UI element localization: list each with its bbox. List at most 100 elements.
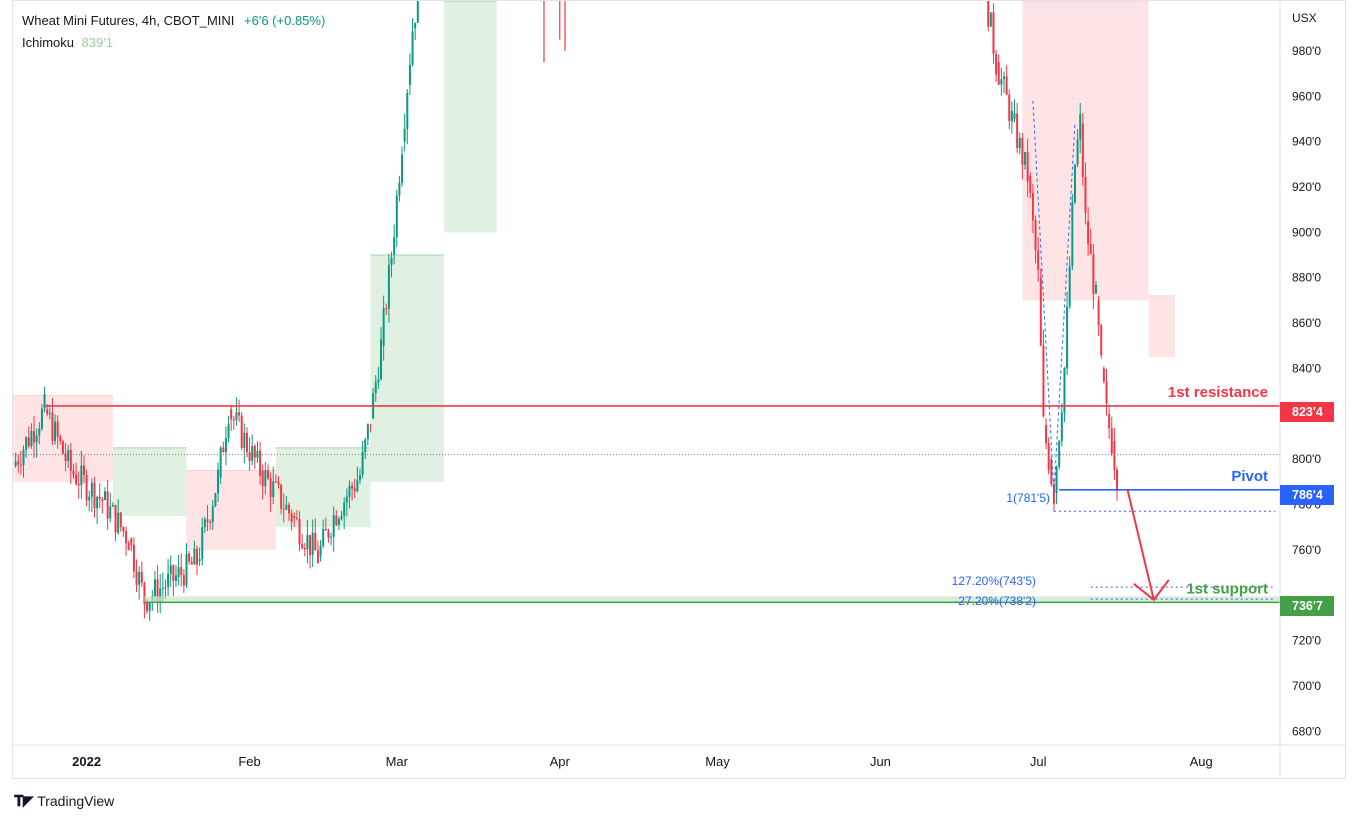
- time-axis-tick-label: Aug: [1190, 754, 1213, 769]
- candle-body: [387, 264, 390, 310]
- candle-body: [353, 488, 356, 492]
- candle-body: [90, 482, 93, 497]
- candle-body: [987, 1, 990, 27]
- candle-body: [1021, 137, 1024, 165]
- candle-body: [327, 530, 330, 538]
- candle-body: [264, 470, 267, 487]
- candle-body: [35, 435, 38, 443]
- candle-body: [146, 599, 149, 612]
- candle-body: [314, 532, 317, 551]
- candle-body: [167, 573, 170, 588]
- candle-body: [345, 496, 348, 503]
- indicator-name: Ichimoku: [22, 35, 75, 50]
- candle-body: [30, 431, 33, 447]
- candle-body: [114, 504, 117, 533]
- support-label: 1st support: [1186, 580, 1268, 597]
- candle-body: [311, 532, 314, 556]
- candle-body: [148, 602, 151, 612]
- candle-body: [219, 447, 222, 478]
- candle-body: [240, 415, 243, 448]
- candle-body: [1052, 484, 1055, 504]
- candle-body: [1092, 254, 1095, 294]
- candle-body: [132, 544, 135, 572]
- candle-body: [337, 519, 340, 525]
- candle-body: [335, 515, 338, 525]
- candle-body: [364, 439, 367, 453]
- plot-area: [13, 1, 1280, 621]
- candle-body: [185, 553, 188, 586]
- candle-body: [75, 474, 78, 484]
- candle-body: [77, 483, 80, 486]
- candle-body: [1087, 221, 1090, 245]
- resistance-price-tag: 823'4: [1280, 402, 1334, 422]
- candle-body: [1050, 459, 1053, 485]
- candle-body: [69, 449, 72, 471]
- candle-body: [238, 412, 241, 416]
- candle-body: [22, 449, 25, 466]
- fib-swing-line: [1053, 123, 1076, 494]
- candle-body: [1024, 151, 1027, 165]
- candle-body: [164, 587, 167, 589]
- candle-body: [109, 506, 112, 519]
- candle-body: [303, 547, 306, 550]
- support-zone: [144, 596, 1280, 603]
- candle-body: [177, 567, 180, 578]
- candle-body: [1047, 443, 1050, 471]
- candle-body: [385, 308, 388, 310]
- support-price-tag: 736'7: [1280, 596, 1334, 616]
- candle-body: [1055, 467, 1058, 494]
- candle-body: [261, 470, 264, 487]
- candle-body: [1029, 175, 1032, 193]
- candle-body: [293, 515, 296, 518]
- pivot-price-tag: 786'4: [1280, 485, 1334, 505]
- candle-body: [217, 469, 220, 494]
- indicator-legend[interactable]: Ichimoku 839'1: [22, 35, 113, 50]
- candle-body: [1000, 79, 1003, 85]
- candle-body: [143, 582, 146, 605]
- candle-body: [61, 441, 64, 454]
- ichimoku-cloud-segment: [112, 447, 187, 516]
- candle-body: [153, 579, 156, 597]
- candle-body: [1037, 250, 1040, 270]
- price-axis-tick-label: 720'0: [1292, 634, 1321, 648]
- candle-body: [232, 419, 235, 421]
- candle-body: [188, 553, 191, 562]
- candle-body: [125, 531, 128, 544]
- candle-body: [282, 508, 285, 510]
- candle-body: [214, 493, 217, 507]
- price-axis-tick-label: 840'0: [1292, 361, 1321, 375]
- candle-body: [992, 12, 995, 54]
- candle-body: [161, 587, 164, 589]
- candle-body: [1042, 345, 1045, 417]
- candle-body: [1073, 164, 1076, 203]
- candle-body: [248, 452, 251, 461]
- price-axis-tick-label: 800'0: [1292, 452, 1321, 466]
- candle-body: [1076, 139, 1079, 165]
- candle-body: [230, 409, 233, 420]
- candle-body: [285, 504, 288, 510]
- tradingview-logo-icon: 𝐓◤: [14, 793, 34, 810]
- candle-body: [408, 64, 411, 85]
- price-change: +6'6 (+0.85%): [244, 13, 326, 28]
- time-axis-tick-label: Apr: [550, 754, 571, 769]
- candle-body: [159, 588, 162, 603]
- candle-body: [235, 412, 238, 420]
- candle-body: [1010, 110, 1013, 122]
- candle-body: [269, 478, 272, 498]
- tradingview-brand[interactable]: 𝐓◤ TradingView: [14, 792, 114, 810]
- candle-body: [324, 528, 327, 531]
- candle-body: [253, 446, 256, 458]
- candle-body: [374, 382, 377, 394]
- candle-body: [33, 431, 36, 443]
- candle-body: [243, 432, 246, 448]
- candle-body: [340, 515, 343, 520]
- candle-body: [93, 482, 96, 509]
- projection-arrow-shaft: [1126, 489, 1155, 601]
- price-axis-tick-label: 880'0: [1292, 271, 1321, 285]
- candle-body: [106, 491, 109, 519]
- candle-body: [174, 575, 177, 581]
- candle-body: [266, 470, 269, 479]
- candle-body: [182, 574, 185, 586]
- time-axis-tick-label: Jun: [870, 754, 891, 769]
